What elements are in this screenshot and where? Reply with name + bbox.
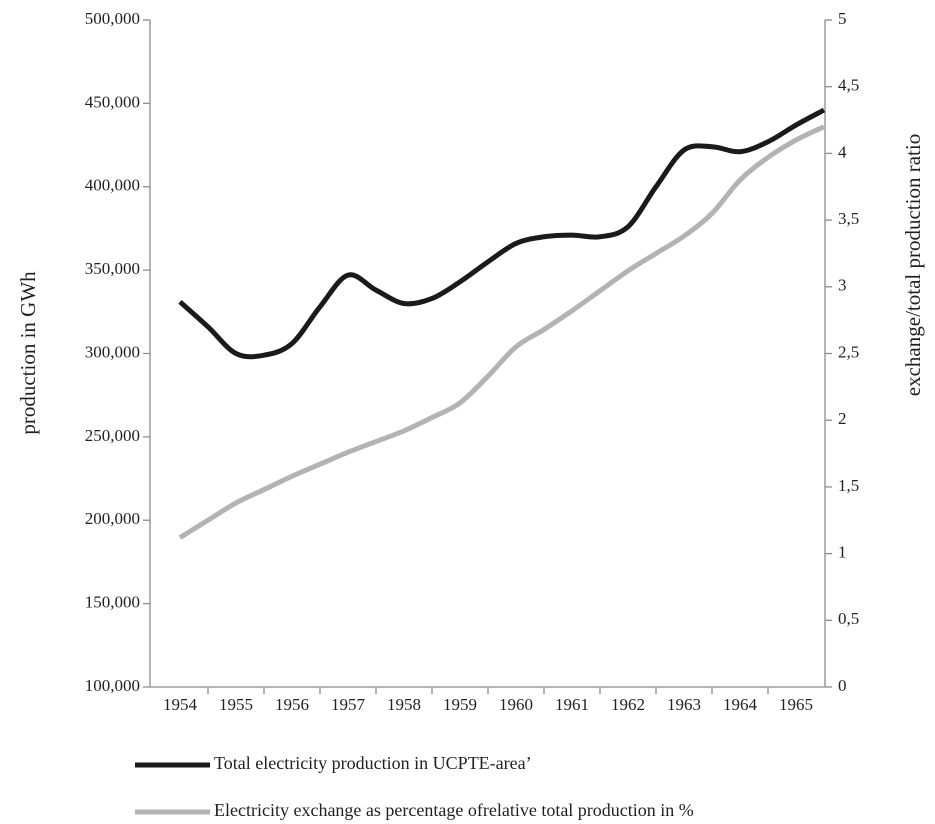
y2-tick-label: 2: [838, 409, 847, 428]
y2-tick-label: 4,5: [838, 76, 859, 95]
y-tick-label: 450,000: [85, 92, 140, 111]
x-tick-label: 1961: [555, 695, 589, 714]
y-tick-label: 350,000: [85, 259, 140, 278]
y-tick-label: 150,000: [85, 593, 140, 612]
y-axis-label: production in GWh: [16, 271, 40, 435]
y-tick-label: 300,000: [85, 342, 140, 361]
y-tick-label: 500,000: [85, 9, 140, 28]
y2-tick-label: 1: [838, 543, 847, 562]
x-tick-label: 1958: [387, 695, 421, 714]
y2-tick-label: 3: [838, 276, 847, 295]
legend-label: Total electricity production in UCPTE-ar…: [214, 753, 532, 773]
y-tick-label: 250,000: [85, 426, 140, 445]
y2-tick-label: 3,5: [838, 209, 859, 228]
legend-label: Electricity exchange as percentage ofrel…: [214, 800, 694, 820]
x-tick-label: 1956: [275, 695, 309, 714]
y2-tick-label: 0,5: [838, 609, 859, 628]
x-tick-label: 1960: [499, 695, 533, 714]
x-tick-label: 1962: [611, 695, 645, 714]
y-tick-label: 100,000: [85, 676, 140, 695]
y2-tick-label: 4: [838, 142, 847, 161]
series-line: [178, 124, 826, 540]
x-tick-label: 1957: [331, 695, 366, 714]
y2-tick-label: 1,5: [838, 476, 859, 495]
y2-axis-label: exchange/total production ratio: [901, 134, 925, 396]
x-tick-label: 1959: [443, 695, 477, 714]
series-line: [178, 107, 826, 360]
y-tick-label: 200,000: [85, 509, 140, 528]
x-tick-label: 1965: [779, 695, 813, 714]
x-tick-label: 1954: [163, 695, 198, 714]
x-tick-label: 1963: [667, 695, 701, 714]
y-tick-label: 400,000: [85, 176, 140, 195]
x-tick-label: 1955: [219, 695, 253, 714]
y2-tick-label: 0: [838, 676, 847, 695]
y2-tick-label: 2,5: [838, 342, 859, 361]
y2-tick-label: 5: [838, 9, 847, 28]
x-tick-label: 1964: [723, 695, 758, 714]
